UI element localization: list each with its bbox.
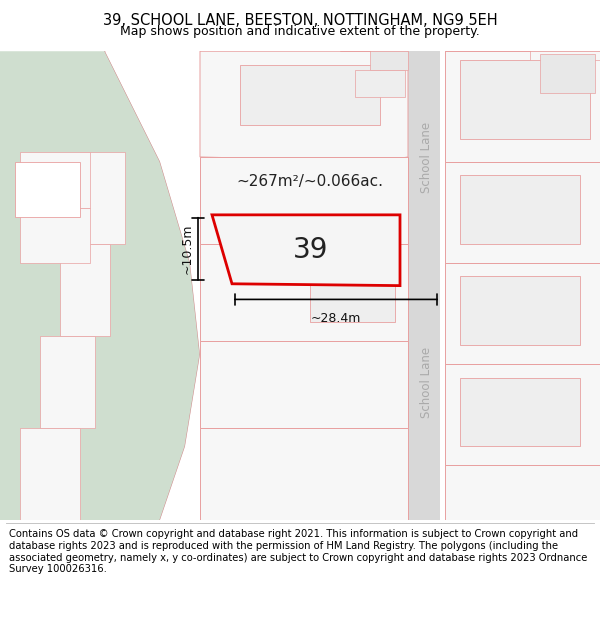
Polygon shape — [200, 244, 408, 341]
Polygon shape — [60, 244, 110, 336]
Text: ~267m²/~0.066ac.: ~267m²/~0.066ac. — [236, 174, 383, 189]
Polygon shape — [105, 51, 205, 520]
Polygon shape — [445, 51, 600, 61]
Text: School Lane: School Lane — [419, 347, 433, 418]
Text: Contains OS data © Crown copyright and database right 2021. This information is : Contains OS data © Crown copyright and d… — [9, 529, 587, 574]
Polygon shape — [445, 161, 600, 262]
Polygon shape — [445, 364, 600, 465]
Polygon shape — [40, 336, 95, 428]
Bar — [540, 54, 595, 92]
Polygon shape — [200, 428, 408, 520]
Polygon shape — [200, 341, 408, 428]
Text: 39, SCHOOL LANE, BEESTON, NOTTINGHAM, NG9 5EH: 39, SCHOOL LANE, BEESTON, NOTTINGHAM, NG… — [103, 12, 497, 28]
Polygon shape — [200, 157, 408, 244]
Bar — [15, 161, 80, 217]
Bar — [460, 378, 580, 446]
Text: 39: 39 — [293, 236, 329, 264]
Polygon shape — [20, 428, 80, 520]
Polygon shape — [0, 51, 200, 520]
Polygon shape — [200, 51, 408, 161]
Bar — [460, 61, 590, 139]
Polygon shape — [445, 51, 600, 161]
Bar — [310, 262, 395, 322]
Bar — [355, 69, 405, 98]
Bar — [240, 65, 380, 125]
Polygon shape — [445, 465, 600, 520]
Bar — [460, 276, 580, 346]
Text: ~10.5m: ~10.5m — [181, 224, 194, 274]
Bar — [408, 51, 440, 520]
Bar — [460, 176, 580, 244]
Polygon shape — [340, 51, 408, 69]
Text: ~28.4m: ~28.4m — [311, 312, 361, 325]
Polygon shape — [445, 262, 600, 364]
Polygon shape — [80, 152, 125, 244]
Polygon shape — [212, 215, 400, 286]
Text: School Lane: School Lane — [419, 121, 433, 192]
Polygon shape — [20, 152, 90, 208]
Text: Map shows position and indicative extent of the property.: Map shows position and indicative extent… — [120, 26, 480, 39]
Polygon shape — [20, 208, 90, 262]
